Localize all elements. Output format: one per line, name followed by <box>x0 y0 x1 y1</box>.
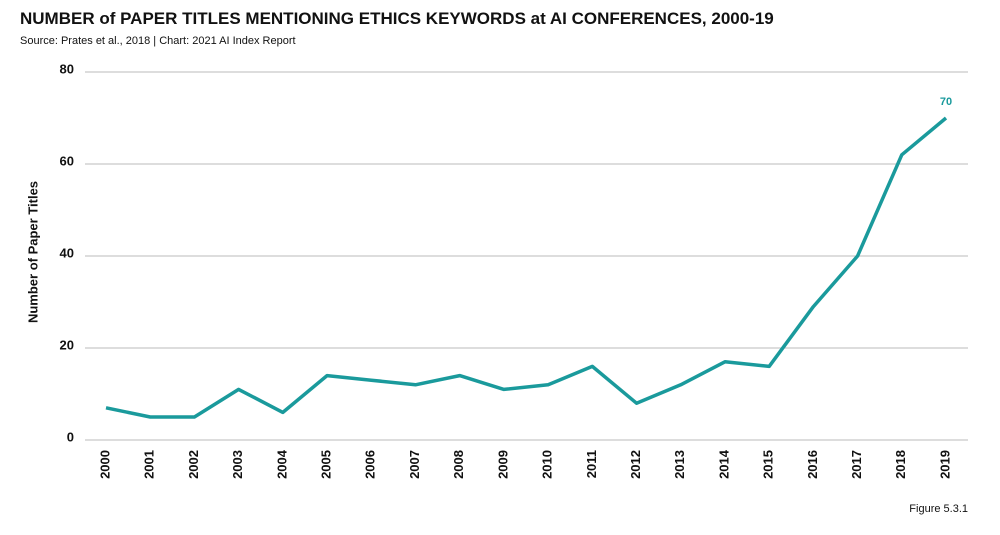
x-tick-label: 2001 <box>142 450 157 479</box>
x-tick-label: 2009 <box>495 450 510 479</box>
x-tick-label: 2003 <box>230 450 245 479</box>
x-tick-label: 2010 <box>540 450 555 479</box>
x-tick-label: 2012 <box>628 450 643 479</box>
y-tick-label: 80 <box>60 61 74 76</box>
chart-title: NUMBER of PAPER TITLES MENTIONING ETHICS… <box>20 9 774 28</box>
x-tick-label: 2007 <box>407 450 422 479</box>
x-tick-label: 2004 <box>274 449 289 479</box>
data-line <box>105 116 948 419</box>
x-tick-label: 2006 <box>363 450 378 479</box>
x-tick-label: 2018 <box>893 450 908 479</box>
x-tick-label: 2016 <box>805 450 820 479</box>
x-tick-label: 2015 <box>761 450 776 479</box>
x-tick-label: 2002 <box>186 450 201 479</box>
x-tick-label: 2011 <box>584 450 599 478</box>
data-label: 70 <box>940 96 952 108</box>
chart-subtitle: Source: Prates et al., 2018 | Chart: 202… <box>20 35 296 47</box>
x-tick-label: 2000 <box>97 450 112 479</box>
y-tick-label: 60 <box>60 153 74 168</box>
figure-label: Figure 5.3.1 <box>909 503 968 515</box>
x-tick-label: 2017 <box>849 450 864 479</box>
x-tick-label: 2005 <box>318 450 333 479</box>
y-tick-label: 0 <box>67 429 74 444</box>
y-axis-label: Number of Paper Titles <box>25 181 40 323</box>
x-tick-label: 2008 <box>451 450 466 479</box>
x-tick-label: 2019 <box>937 450 952 479</box>
x-tick-label: 2014 <box>716 449 731 479</box>
y-tick-label: 20 <box>60 337 74 352</box>
y-tick-label: 40 <box>60 245 74 260</box>
x-tick-label: 2013 <box>672 450 687 479</box>
